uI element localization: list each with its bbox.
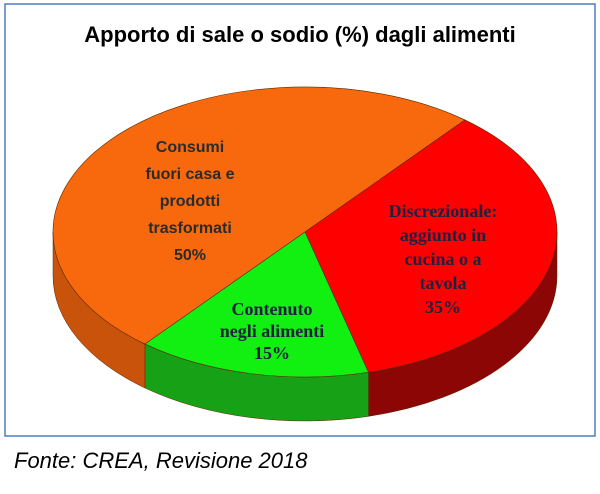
value-label: 35% xyxy=(425,297,461,317)
slice-label: aggiunto in xyxy=(400,225,487,245)
slice-label: trasformati xyxy=(148,220,232,237)
source-note: Fonte: CREA, Revisione 2018 xyxy=(14,448,308,473)
slice xyxy=(144,231,369,378)
value-label: 15% xyxy=(254,343,290,363)
pie: Consumi fuori casa e prodotti trasformati 50… xyxy=(52,86,558,422)
value-label: 50% xyxy=(174,247,206,264)
slice xyxy=(53,86,466,345)
slice-label: prodotti xyxy=(160,193,220,210)
slice-label: negli alimenti xyxy=(220,321,325,341)
slice-label: Consumi xyxy=(156,139,224,156)
slice-label: cucina o a xyxy=(404,249,481,269)
slice xyxy=(304,119,558,373)
chart-title: Apporto di sale o sodio (%) dagli alimen… xyxy=(84,22,515,47)
slice-label: tavola xyxy=(420,273,467,293)
slice-label: fuori casa e xyxy=(146,166,235,183)
slice-label: Contenuto xyxy=(231,299,312,319)
slice-label: Discrezionale: xyxy=(389,201,498,221)
